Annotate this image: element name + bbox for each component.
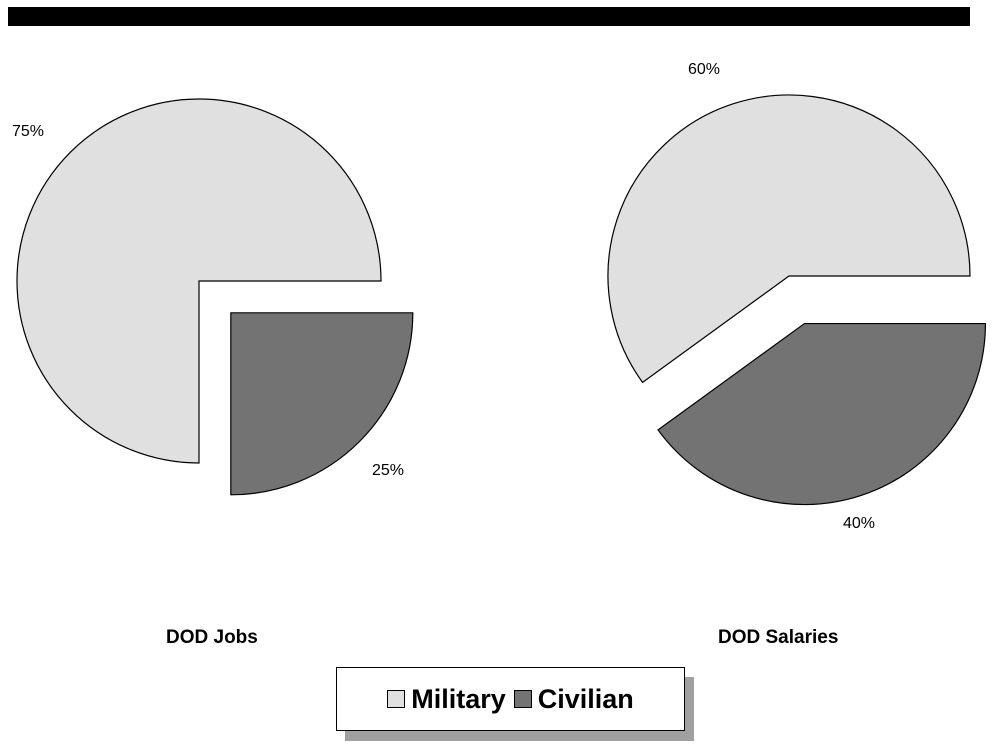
pie-slice-military-salaries [607, 94, 971, 384]
pie-label-civilian-salaries: 40% [843, 515, 875, 532]
legend-item-civilian: Civilian [513, 683, 634, 715]
legend-label-military: Military [411, 683, 506, 714]
chart-title-salaries: DOD Salaries [718, 627, 839, 648]
pie-slice-military-jobs [16, 98, 382, 464]
legend-item-military: Military [387, 684, 506, 715]
pie-label-military-jobs: 75% [12, 123, 44, 140]
pie-slice-civilian-salaries [657, 322, 987, 506]
legend-swatch-civilian [513, 690, 532, 708]
top-bar [8, 7, 970, 26]
pie-slice-civilian-jobs [230, 312, 414, 496]
legend-swatch-military [387, 690, 406, 708]
pie-label-civilian-jobs: 25% [372, 462, 404, 479]
legend: Military Civilian [336, 667, 685, 731]
chart-title-jobs: DOD Jobs [166, 627, 258, 648]
pie-label-military-salaries: 60% [688, 61, 720, 78]
legend-label-civilian: Civilian [537, 683, 634, 714]
